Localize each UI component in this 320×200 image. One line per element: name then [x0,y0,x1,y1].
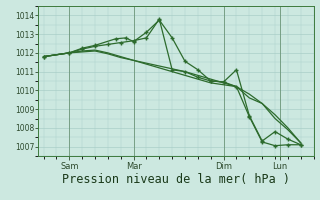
X-axis label: Pression niveau de la mer( hPa ): Pression niveau de la mer( hPa ) [62,173,290,186]
